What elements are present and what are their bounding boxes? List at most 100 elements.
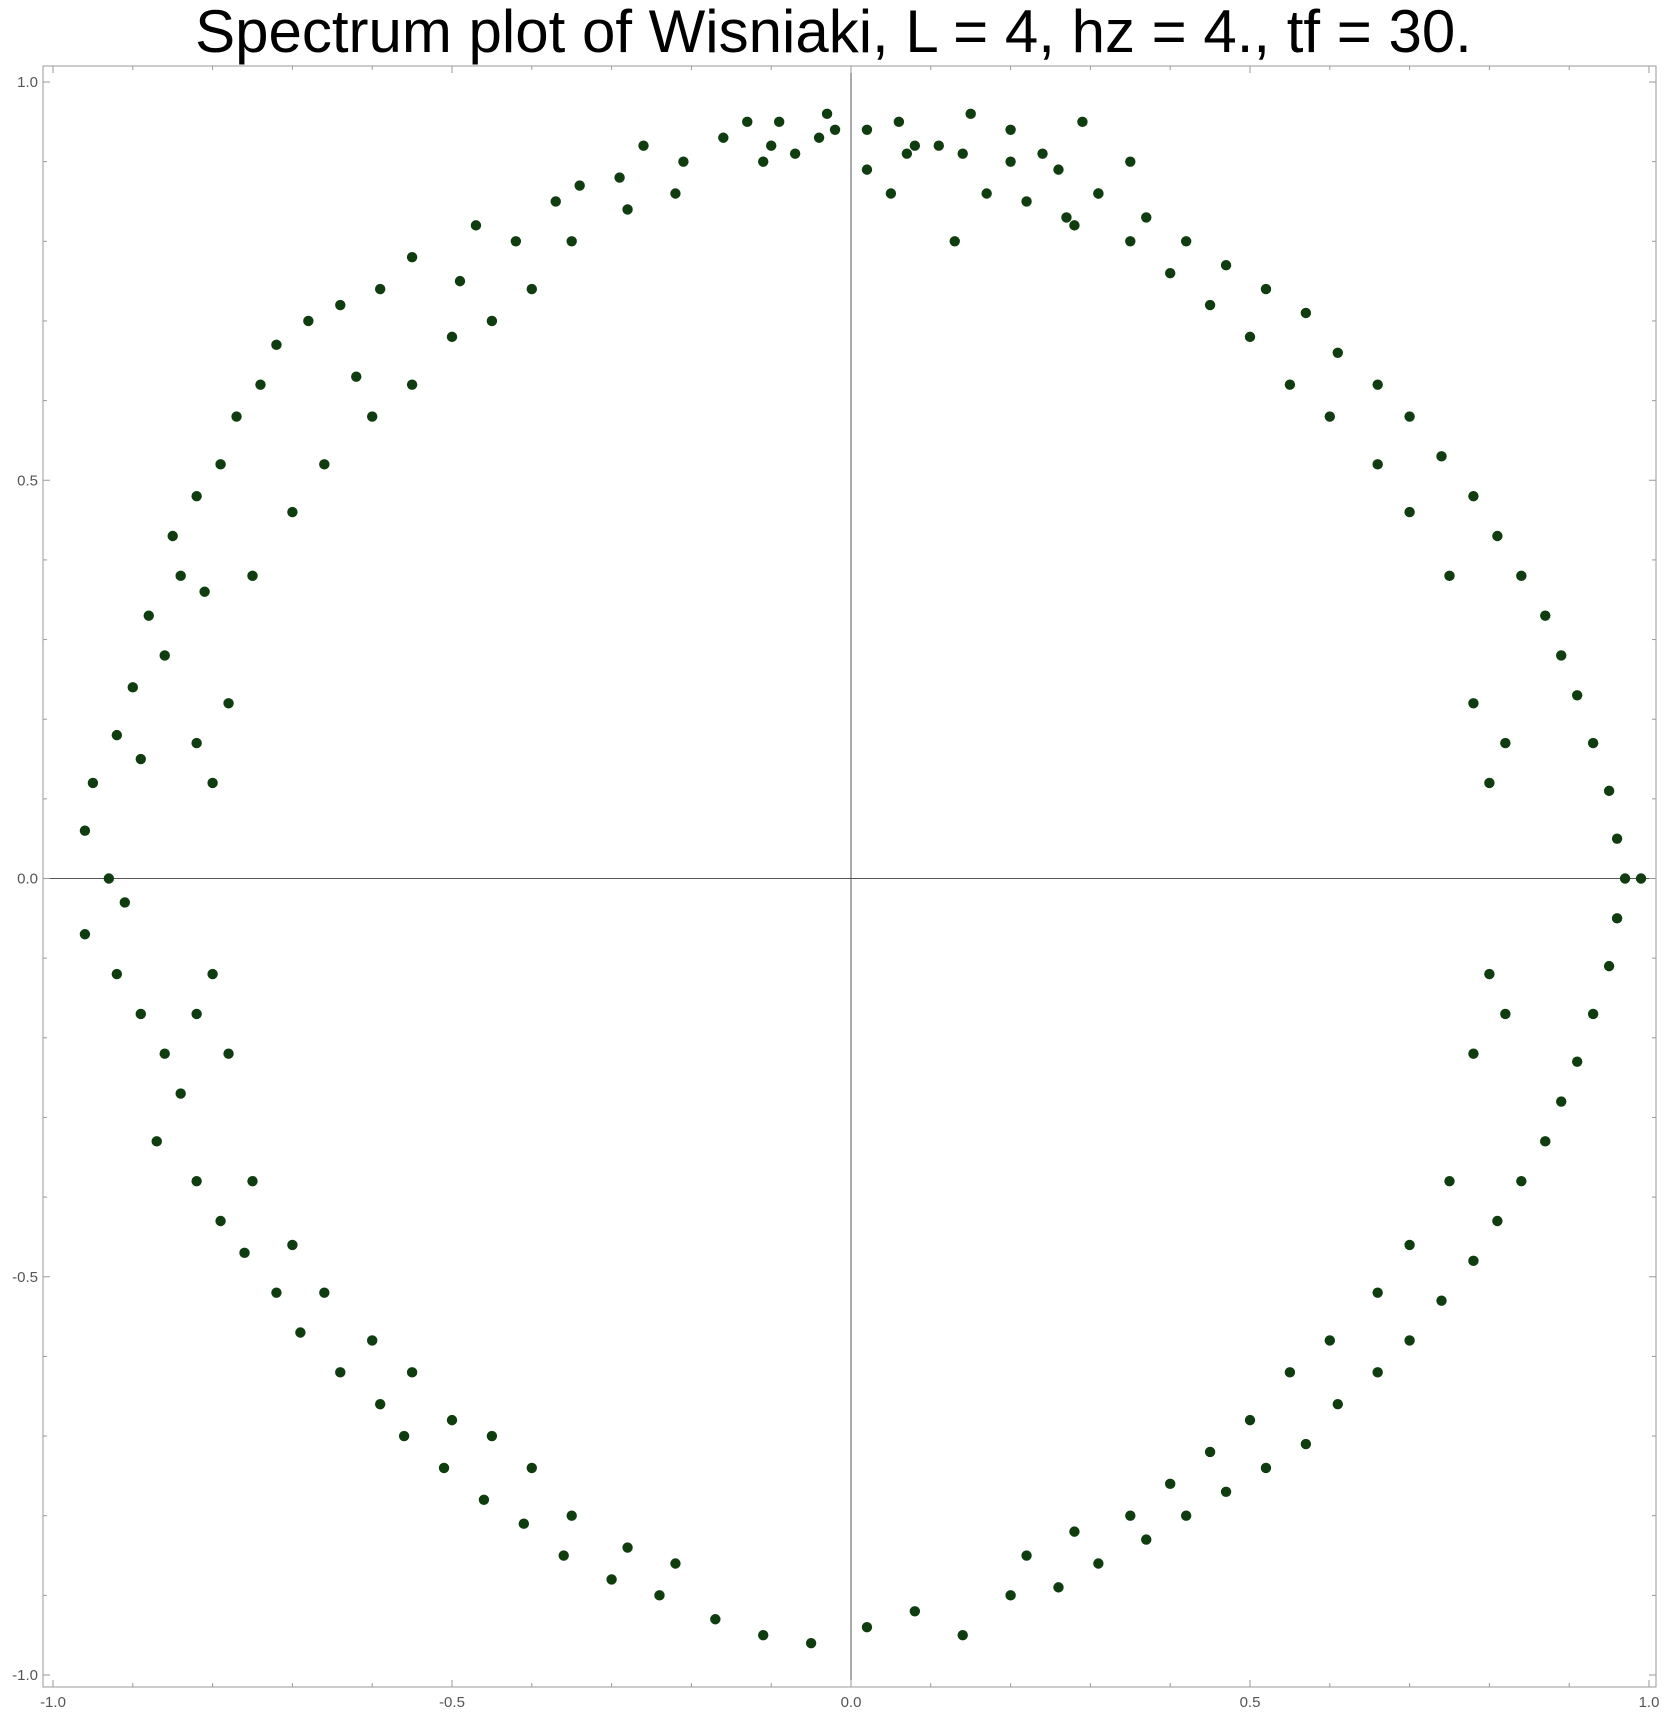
data-point	[1077, 116, 1088, 128]
data-point	[1125, 156, 1136, 167]
data-point	[805, 1637, 817, 1649]
data-point	[1093, 1558, 1104, 1569]
data-point	[119, 897, 131, 908]
data-point	[1484, 968, 1495, 980]
data-point	[1061, 212, 1072, 223]
data-point	[406, 252, 418, 263]
y-tick-label: 0.0	[17, 871, 38, 888]
data-point	[1284, 1367, 1296, 1378]
data-point	[1571, 1056, 1583, 1067]
data-point	[478, 1494, 490, 1505]
data-point	[1556, 650, 1567, 661]
data-point	[79, 825, 91, 836]
data-point	[1180, 1510, 1192, 1521]
data-point	[614, 172, 625, 183]
data-point	[303, 315, 314, 327]
data-point	[1587, 1008, 1599, 1020]
data-point	[446, 1414, 458, 1426]
data-point	[1260, 283, 1272, 295]
data-point	[271, 339, 282, 351]
data-point	[1069, 1526, 1080, 1537]
data-point	[191, 490, 202, 502]
data-point	[1244, 1414, 1256, 1426]
x-tick-label: 1.0	[1639, 1694, 1660, 1711]
data-point	[829, 124, 841, 135]
data-point	[1125, 1510, 1136, 1521]
data-point	[813, 132, 825, 143]
data-point	[1404, 411, 1415, 422]
x-tick-label: 0.0	[841, 1694, 862, 1711]
data-point	[909, 140, 921, 151]
data-point	[1500, 737, 1511, 749]
data-point	[1220, 259, 1232, 271]
data-point	[1125, 236, 1136, 247]
data-point	[167, 530, 178, 542]
data-point	[207, 777, 218, 789]
data-point	[1260, 1462, 1272, 1474]
data-point	[654, 1590, 665, 1601]
data-point	[191, 1008, 202, 1020]
data-point	[255, 379, 266, 390]
data-point	[1635, 873, 1647, 884]
data-point	[1324, 411, 1336, 422]
data-point	[287, 1239, 298, 1251]
data-point	[789, 148, 801, 159]
y-tick-label: 0.5	[17, 472, 38, 489]
data-point	[1141, 212, 1152, 223]
data-point	[1556, 1096, 1567, 1107]
data-point	[670, 1558, 681, 1569]
data-point	[454, 275, 466, 287]
data-point	[949, 236, 960, 247]
data-point	[1516, 1175, 1527, 1187]
data-point	[622, 1542, 633, 1553]
data-point	[1436, 451, 1447, 462]
tick-layer: -1.0 -0.5 0.0 0.5 1.0 1.0 0.5 0.0 -0.5 -1.0	[12, 66, 1659, 1711]
data-point	[526, 283, 537, 295]
data-point	[742, 116, 753, 128]
data-point	[103, 873, 115, 884]
data-point	[550, 196, 561, 207]
data-point	[766, 140, 777, 151]
data-point	[622, 204, 633, 215]
data-point	[486, 315, 498, 327]
data-point	[319, 1287, 330, 1298]
data-point	[175, 1088, 186, 1099]
data-point	[470, 220, 482, 231]
data-point	[510, 236, 522, 247]
y-tick-label: 1.0	[17, 74, 38, 91]
data-point	[758, 156, 769, 167]
data-point	[957, 1629, 968, 1641]
data-point	[885, 188, 897, 199]
data-point	[1468, 698, 1479, 709]
data-point	[606, 1574, 617, 1585]
data-point	[574, 180, 585, 191]
data-point	[398, 1430, 410, 1442]
data-point	[957, 148, 968, 159]
data-point	[1468, 1255, 1479, 1267]
data-point	[367, 411, 378, 422]
data-point	[526, 1462, 537, 1474]
data-point	[159, 1048, 170, 1059]
data-point	[135, 753, 146, 765]
data-point	[1053, 1582, 1064, 1593]
data-point	[861, 1622, 873, 1633]
data-point	[247, 1175, 258, 1187]
y-tick-label: -1.0	[12, 1667, 38, 1684]
data-point	[965, 108, 976, 120]
data-point	[1300, 307, 1312, 319]
data-point	[861, 164, 873, 175]
data-point	[406, 379, 418, 390]
data-point	[1468, 1048, 1479, 1059]
data-point	[239, 1247, 250, 1259]
data-point	[127, 682, 138, 693]
data-point	[981, 188, 992, 199]
data-point	[1404, 1335, 1415, 1346]
data-point	[1603, 960, 1615, 972]
data-point	[678, 156, 689, 167]
axis-layer	[43, 66, 1656, 1687]
data-point	[861, 124, 873, 135]
data-point	[1516, 570, 1527, 582]
frame-layer	[42, 65, 1657, 1688]
data-point	[1540, 610, 1551, 621]
